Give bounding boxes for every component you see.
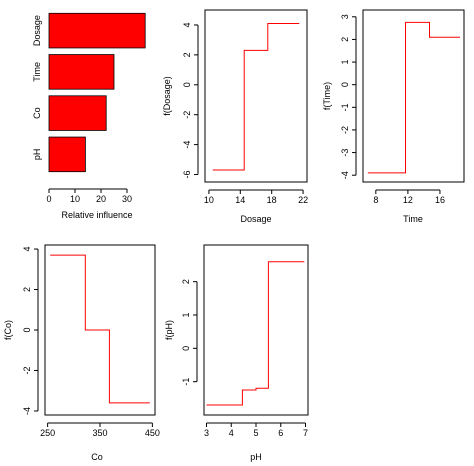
- influence-bars: [48, 12, 146, 173]
- time-y-tick-label: 3: [340, 14, 350, 19]
- co-y-label: f(Co): [3, 320, 13, 340]
- co-dependence-line: [50, 254, 150, 404]
- influence-x-axis: 0 10 20 30: [46, 188, 132, 204]
- influence-x-tick-label: 10: [70, 194, 80, 204]
- dosage-x-tick-label: 22: [298, 195, 308, 205]
- time-y-label: f(Time): [322, 82, 332, 110]
- dosage-y-tick-label: 0: [182, 82, 192, 87]
- influence-x-tick-label: 20: [96, 194, 106, 204]
- ph-x-tick-label: 5: [253, 428, 258, 438]
- time-x-tick-label: 16: [435, 195, 445, 205]
- ph-x-tick-label: 4: [229, 428, 234, 438]
- time-x-tick-label: 8: [373, 195, 378, 205]
- dosage-x-axis: 10 14 18 22: [204, 189, 308, 205]
- time-x-tick-label: 12: [403, 195, 413, 205]
- co-y-tick-label: -4: [22, 407, 32, 415]
- ph-x-axis: 3 4 5 6 7: [204, 422, 308, 438]
- co-plot-frame: [44, 244, 156, 416]
- dosage-x-tick-label: 10: [204, 195, 214, 205]
- ph-y-tick-label: -1: [181, 378, 191, 386]
- time-y-tick-label: -3: [340, 149, 350, 157]
- ph-y-tick-label: 2: [181, 279, 191, 284]
- ph-y-axis: -1 0 1 2: [181, 279, 198, 386]
- time-dependence-line: [367, 21, 460, 174]
- co-x-tick-label: 350: [92, 428, 107, 438]
- dosage-y-tick-label: -4: [182, 141, 192, 149]
- co-x-axis: 250 350 450: [40, 422, 160, 438]
- time-y-tick-label: 1: [340, 60, 350, 65]
- influence-bar-panel: Dosage Time Co pH 0 10 20 30 Relative influenc…: [32, 12, 146, 220]
- ph-x-tick-label: 3: [204, 428, 209, 438]
- dosage-y-tick-label: 4: [182, 22, 192, 27]
- dosage-y-tick-label: -6: [182, 171, 192, 179]
- influence-category-label: Dosage: [32, 15, 42, 46]
- dosage-plot-frame: [204, 9, 308, 183]
- co-x-tick-label: 450: [145, 428, 160, 438]
- co-x-label: Co: [91, 452, 103, 462]
- ph-plot-frame: [203, 244, 309, 416]
- time-y-tick-label: -2: [340, 126, 350, 134]
- influence-bar-ph: [48, 136, 86, 173]
- ph-dependence-line: [206, 261, 305, 406]
- influence-bar-dosage: [48, 12, 146, 49]
- time-y-axis: -4 -3 -2 -1 0 1 2 3: [340, 14, 357, 179]
- time-y-tick-label: 0: [340, 82, 350, 87]
- influence-x-tick-label: 0: [46, 194, 51, 204]
- co-y-tick-label: 2: [22, 287, 32, 292]
- ph-y-tick-label: 1: [181, 312, 191, 317]
- time-y-tick-label: -4: [340, 171, 350, 179]
- influence-x-tick-label: 30: [122, 194, 132, 204]
- influence-category-label: Co: [32, 107, 42, 119]
- influence-bar-time: [48, 54, 115, 90]
- co-y-tick-label: 4: [22, 247, 32, 252]
- dosage-y-label: f(Dosage): [162, 76, 172, 116]
- dosage-panel: 10 14 18 22 -6 -4 -2 0 2 4 Dosage f(Dosage): [162, 9, 308, 224]
- time-x-axis: 8 12 16: [373, 189, 445, 205]
- co-y-tick-label: 0: [22, 327, 32, 332]
- dosage-x-label: Dosage: [240, 214, 271, 224]
- time-y-tick-label: -1: [340, 103, 350, 111]
- ph-y-label: f(pH): [164, 320, 174, 340]
- co-y-axis: -4 -2 0 2 4: [22, 247, 39, 415]
- dosage-y-tick-label: -2: [182, 111, 192, 119]
- time-y-tick-label: 2: [340, 37, 350, 42]
- influence-bar-co: [48, 95, 107, 131]
- dosage-y-tick-label: 2: [182, 52, 192, 57]
- co-y-tick-label: -2: [22, 366, 32, 374]
- dosage-y-axis: -6 -4 -2 0 2 4: [182, 22, 199, 179]
- co-panel: 250 350 450 -4 -2 0 2 4 Co f(Co): [3, 244, 160, 462]
- time-x-label: Time: [403, 214, 423, 224]
- ph-y-tick-label: 0: [181, 346, 191, 351]
- ph-x-tick-label: 7: [303, 428, 308, 438]
- time-plot-frame: [362, 9, 465, 183]
- dosage-dependence-line: [212, 23, 300, 171]
- dosage-x-tick-label: 14: [235, 195, 245, 205]
- ph-x-tick-label: 6: [278, 428, 283, 438]
- influence-category-label: pH: [32, 149, 42, 161]
- ph-panel: 3 4 5 6 7 -1 0 1 2 pH f(pH): [164, 244, 309, 462]
- dosage-x-tick-label: 18: [267, 195, 277, 205]
- influence-category-labels: Dosage Time Co pH: [32, 15, 42, 160]
- ph-x-label: pH: [250, 452, 262, 462]
- influence-x-label: Relative influence: [61, 210, 132, 220]
- influence-category-label: Time: [32, 62, 42, 82]
- co-x-tick-label: 250: [40, 428, 55, 438]
